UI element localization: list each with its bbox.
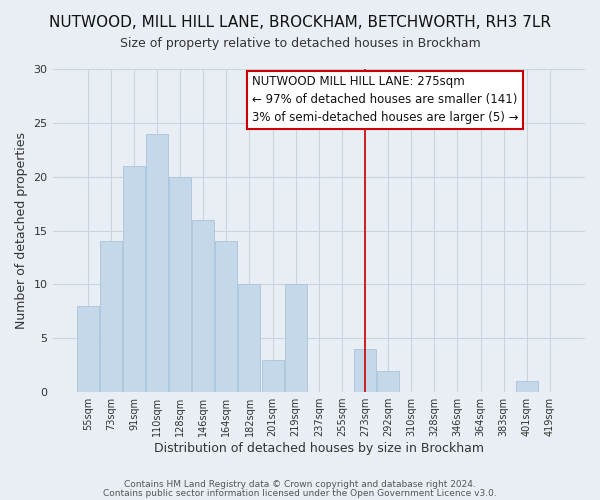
Bar: [169, 176, 191, 392]
Bar: [146, 134, 168, 392]
Y-axis label: Number of detached properties: Number of detached properties: [15, 132, 28, 329]
Bar: [516, 382, 538, 392]
Bar: [123, 166, 145, 392]
Bar: [284, 284, 307, 392]
Text: NUTWOOD, MILL HILL LANE, BROCKHAM, BETCHWORTH, RH3 7LR: NUTWOOD, MILL HILL LANE, BROCKHAM, BETCH…: [49, 15, 551, 30]
Text: Contains HM Land Registry data © Crown copyright and database right 2024.: Contains HM Land Registry data © Crown c…: [124, 480, 476, 489]
Text: NUTWOOD MILL HILL LANE: 275sqm
← 97% of detached houses are smaller (141)
3% of : NUTWOOD MILL HILL LANE: 275sqm ← 97% of …: [252, 76, 519, 124]
Bar: [262, 360, 284, 392]
Bar: [354, 349, 376, 392]
Bar: [238, 284, 260, 392]
X-axis label: Distribution of detached houses by size in Brockham: Distribution of detached houses by size …: [154, 442, 484, 455]
Bar: [377, 370, 399, 392]
Text: Contains public sector information licensed under the Open Government Licence v3: Contains public sector information licen…: [103, 489, 497, 498]
Bar: [215, 242, 238, 392]
Bar: [192, 220, 214, 392]
Text: Size of property relative to detached houses in Brockham: Size of property relative to detached ho…: [119, 38, 481, 51]
Bar: [100, 242, 122, 392]
Bar: [77, 306, 98, 392]
